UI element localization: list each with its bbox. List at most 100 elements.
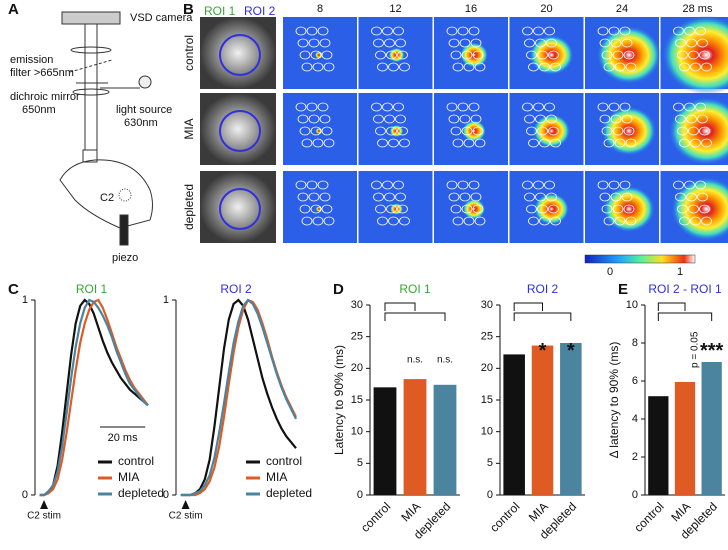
significance-label: ***	[700, 340, 724, 362]
significance-bracket	[657, 302, 686, 311]
barrel-outline	[528, 216, 539, 226]
barrel-outline	[546, 192, 557, 202]
barrel-outline	[388, 62, 399, 72]
row-label: MIA	[182, 118, 196, 139]
barrel-outline	[388, 138, 399, 148]
barrel-outline	[299, 204, 311, 214]
barrel-outline	[450, 204, 462, 214]
barrel-outline	[612, 126, 624, 136]
y-tick-label: 20	[351, 362, 363, 374]
roi-circle	[219, 110, 261, 152]
barrel-outline	[599, 114, 611, 124]
line-series	[180, 298, 297, 497]
y-tick-label: 10	[481, 426, 493, 438]
barrel-outline	[310, 126, 322, 136]
y-tick-label: 1	[22, 294, 28, 306]
significance-label: n.s.	[407, 354, 423, 365]
y-tick-label: 30	[351, 299, 363, 311]
barrel-outline	[544, 26, 555, 36]
barrel-outline	[452, 138, 464, 148]
setup-label: light source	[116, 104, 172, 116]
barrel-outline	[446, 180, 458, 190]
y-tick-label: 5	[357, 457, 363, 469]
barrel-outline	[673, 180, 684, 190]
barrel-outline	[295, 102, 307, 112]
barrel-outline	[470, 192, 482, 202]
barrel-outline	[524, 192, 535, 202]
barrel-outline	[612, 204, 624, 214]
y-tick-label: 6	[632, 375, 638, 387]
barrel-outline	[393, 180, 404, 190]
barrel-outline	[548, 126, 559, 136]
time-label: 16	[465, 3, 477, 15]
barrel-outline	[450, 50, 462, 60]
chart-title: ROI 2	[220, 282, 252, 296]
barrel-outline	[677, 126, 688, 136]
significance-bracket	[384, 312, 446, 321]
barrel-outline	[697, 192, 708, 202]
heatmap-activity	[460, 42, 488, 68]
barrel-outline	[597, 102, 609, 112]
y-tick-label: 15	[351, 394, 363, 406]
barrel-outline	[686, 192, 697, 202]
barrel-outline	[397, 204, 408, 214]
barrel-outline	[301, 62, 313, 72]
setup-label: filter >665nm	[10, 67, 74, 79]
setup-diagram	[59, 11, 153, 246]
y-axis-label: Latency to 90% (ms)	[332, 345, 346, 455]
barrel-outline	[623, 204, 635, 214]
barrel-outline	[601, 126, 613, 136]
barrel-outline	[603, 62, 615, 72]
barrel-outline	[377, 138, 388, 148]
barrel-outline	[601, 50, 613, 60]
barrel-outline	[382, 180, 393, 190]
barrel-outline	[695, 102, 706, 112]
barrel-outline	[317, 180, 329, 190]
chart-title: ROI 1	[76, 282, 108, 296]
heatmap-activity	[533, 193, 570, 225]
barrel-outline	[321, 50, 333, 60]
barrel-outline	[610, 38, 622, 48]
barrel-outline	[395, 114, 406, 124]
barrel-outline	[603, 216, 615, 226]
barrel-outline	[399, 138, 410, 148]
barrel-outline	[375, 204, 386, 214]
barrel-outline	[474, 138, 486, 148]
barrel-outline	[675, 38, 686, 48]
legend-label: control	[266, 454, 302, 468]
barrel-outline	[625, 216, 637, 226]
heatmap-activity	[603, 185, 655, 233]
panel-label: D	[333, 281, 344, 298]
heatmap-activity	[462, 198, 486, 220]
barrel-outline	[614, 62, 626, 72]
barrel-outline	[533, 102, 544, 112]
barrel-outline	[688, 126, 699, 136]
barrel-outline	[684, 26, 695, 36]
x-tick-label: control	[487, 499, 522, 534]
barrel-outline	[321, 126, 333, 136]
barrel-outline	[308, 192, 320, 202]
barrel-outline	[537, 204, 548, 214]
barrel-outline	[608, 102, 620, 112]
barrel-outline	[377, 216, 388, 226]
barrel-outline	[524, 114, 535, 124]
barrel-outline	[323, 62, 335, 72]
stim-marker	[40, 500, 49, 509]
barrel-outline	[399, 62, 410, 72]
barrel-outline	[373, 192, 384, 202]
roi-label: ROI 1	[204, 4, 236, 18]
legend-label: control	[118, 454, 154, 468]
setup-label: emission	[10, 54, 53, 66]
barrel-outline	[679, 138, 690, 148]
setup-label: C2	[100, 192, 114, 204]
barrel-outline	[597, 180, 609, 190]
bar	[701, 362, 722, 495]
grey-image	[200, 171, 276, 243]
barrel-outline	[474, 62, 486, 72]
barrel-outline	[375, 126, 386, 136]
barrel-outline	[599, 38, 611, 48]
barrel-outline	[533, 180, 544, 190]
barrel-outline	[319, 38, 331, 48]
grey-image	[200, 17, 276, 89]
barrel-outline	[301, 138, 313, 148]
